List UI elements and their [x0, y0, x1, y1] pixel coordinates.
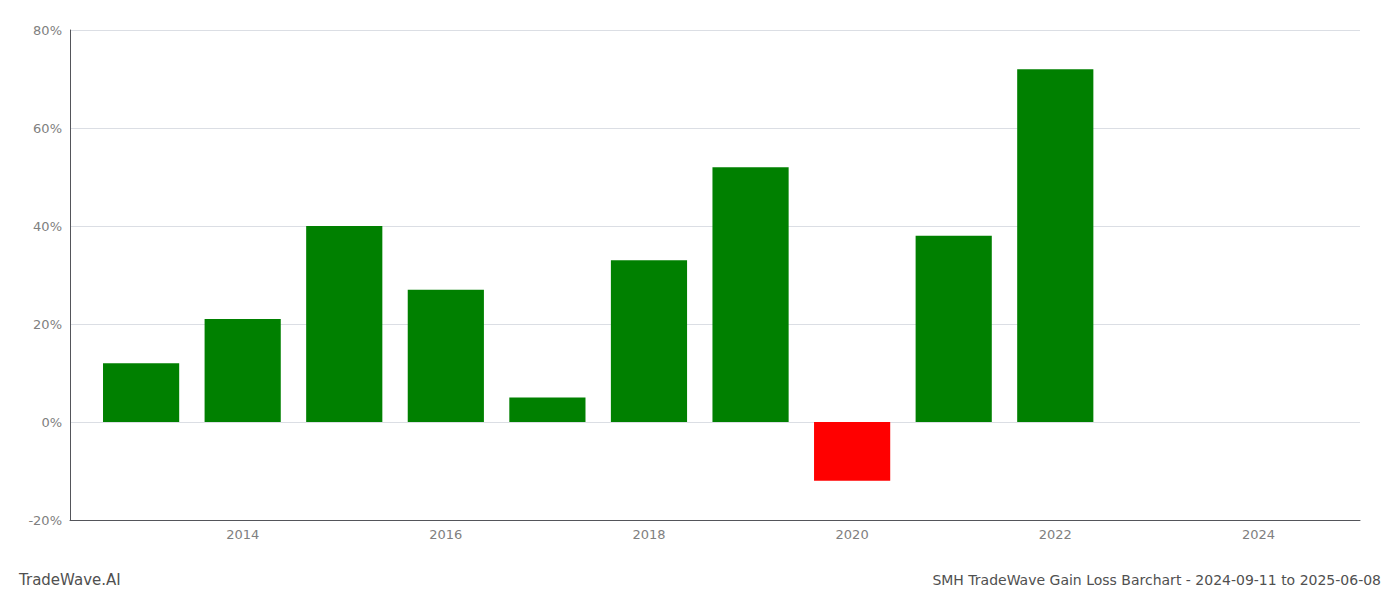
svg-text:-20%: -20%: [28, 513, 62, 528]
svg-text:TradeWave.AI: TradeWave.AI: [18, 571, 121, 589]
svg-text:2022: 2022: [1039, 527, 1072, 542]
svg-text:80%: 80%: [33, 23, 62, 38]
svg-text:0%: 0%: [41, 415, 62, 430]
svg-text:2024: 2024: [1242, 527, 1275, 542]
svg-text:SMH TradeWave Gain Loss Barcha: SMH TradeWave Gain Loss Barchart - 2024-…: [932, 572, 1381, 588]
svg-text:20%: 20%: [33, 317, 62, 332]
svg-text:2020: 2020: [836, 527, 869, 542]
svg-text:2016: 2016: [429, 527, 462, 542]
svg-text:2014: 2014: [226, 527, 259, 542]
svg-text:2018: 2018: [632, 527, 665, 542]
svg-text:60%: 60%: [33, 121, 62, 136]
svg-text:40%: 40%: [33, 219, 62, 234]
